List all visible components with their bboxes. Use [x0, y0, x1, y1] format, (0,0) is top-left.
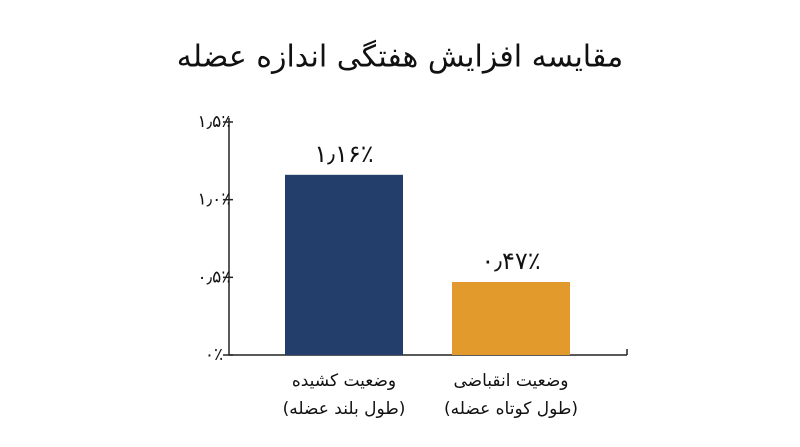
x-tick-label: وضعیت انقباضی — [453, 371, 568, 391]
value-label: ۰٫۴۷٪ — [481, 247, 540, 275]
y-tick-label: ۰٪ — [205, 345, 223, 365]
bar — [452, 281, 570, 355]
y-tick-label: ۱٫۵٪ — [198, 112, 231, 132]
x-tick-label: (طول کوتاه عضله) — [444, 399, 578, 419]
bar — [285, 174, 403, 355]
x-tick-label: (طول بلند عضله) — [283, 399, 406, 419]
x-tick-label: وضعیت کشیده — [292, 371, 396, 391]
y-tick-label: ۱٫۰٪ — [198, 190, 231, 210]
value-label: ۱٫۱۶٪ — [314, 140, 373, 168]
chart-title: مقایسه افزایش هفتگی اندازه عضله — [177, 40, 623, 75]
y-tick-label: ۰٫۵٪ — [198, 267, 231, 287]
